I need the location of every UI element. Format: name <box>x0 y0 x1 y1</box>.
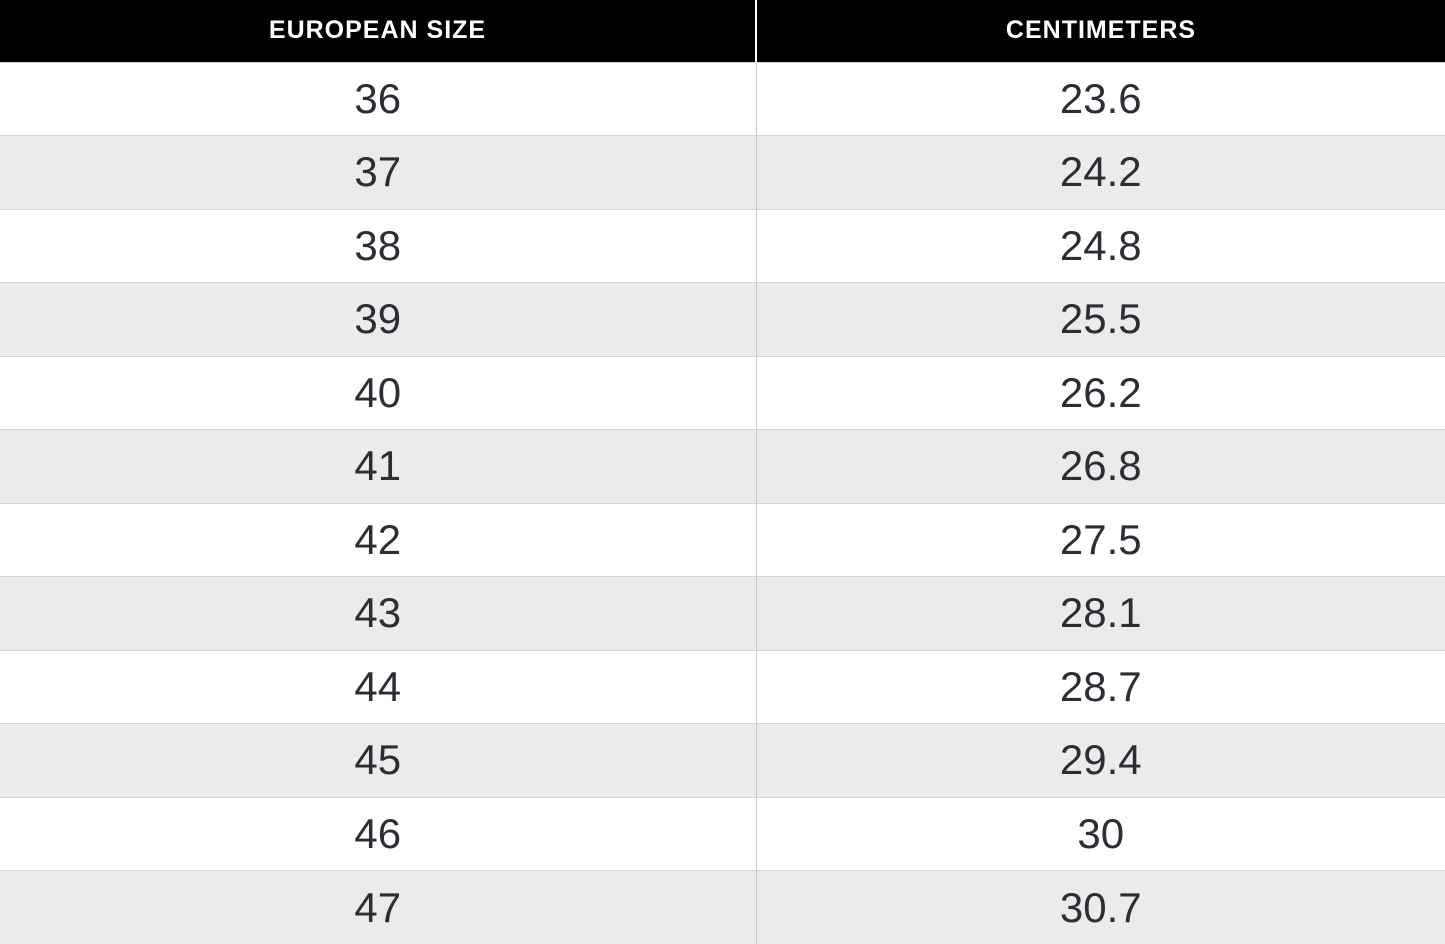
centimeters-cell: 27.5 <box>756 503 1445 577</box>
european-size-cell: 46 <box>0 797 756 871</box>
centimeters-cell: 28.1 <box>756 577 1445 651</box>
column-header-centimeters: CENTIMETERS <box>756 0 1445 62</box>
european-size-cell: 44 <box>0 650 756 724</box>
table-row: 36 23.6 <box>0 62 1445 136</box>
table-row: 46 30 <box>0 797 1445 871</box>
european-size-cell: 40 <box>0 356 756 430</box>
column-header-european-size: EUROPEAN SIZE <box>0 0 756 62</box>
centimeters-cell: 28.7 <box>756 650 1445 724</box>
european-size-cell: 41 <box>0 430 756 504</box>
centimeters-cell: 24.8 <box>756 209 1445 283</box>
table-body: 36 23.6 37 24.2 38 24.8 39 25.5 40 26.2 … <box>0 62 1445 944</box>
european-size-cell: 43 <box>0 577 756 651</box>
centimeters-cell: 29.4 <box>756 724 1445 798</box>
table-row: 38 24.8 <box>0 209 1445 283</box>
centimeters-cell: 23.6 <box>756 62 1445 136</box>
european-size-cell: 47 <box>0 871 756 944</box>
european-size-cell: 36 <box>0 62 756 136</box>
table-row: 43 28.1 <box>0 577 1445 651</box>
centimeters-cell: 24.2 <box>756 136 1445 210</box>
table-row: 39 25.5 <box>0 283 1445 357</box>
european-size-cell: 37 <box>0 136 756 210</box>
centimeters-cell: 30 <box>756 797 1445 871</box>
centimeters-cell: 26.2 <box>756 356 1445 430</box>
table-row: 37 24.2 <box>0 136 1445 210</box>
table-header-row: EUROPEAN SIZE CENTIMETERS <box>0 0 1445 62</box>
table-row: 42 27.5 <box>0 503 1445 577</box>
european-size-cell: 38 <box>0 209 756 283</box>
table-row: 41 26.8 <box>0 430 1445 504</box>
centimeters-cell: 26.8 <box>756 430 1445 504</box>
european-size-cell: 42 <box>0 503 756 577</box>
table-header: EUROPEAN SIZE CENTIMETERS <box>0 0 1445 62</box>
centimeters-cell: 25.5 <box>756 283 1445 357</box>
centimeters-cell: 30.7 <box>756 871 1445 944</box>
european-size-cell: 45 <box>0 724 756 798</box>
table-row: 45 29.4 <box>0 724 1445 798</box>
table-row: 47 30.7 <box>0 871 1445 944</box>
table-row: 44 28.7 <box>0 650 1445 724</box>
table-row: 40 26.2 <box>0 356 1445 430</box>
european-size-cell: 39 <box>0 283 756 357</box>
